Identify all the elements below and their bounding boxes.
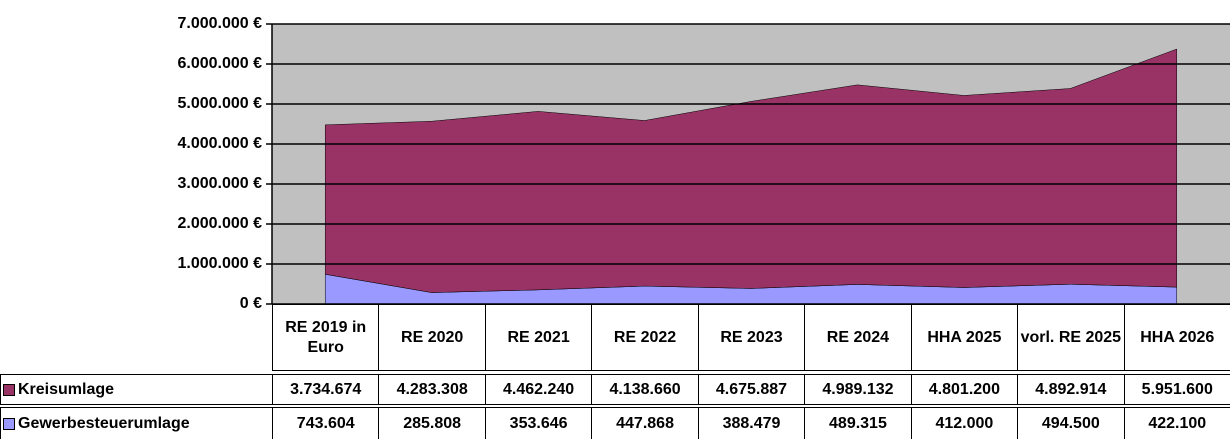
y-tick-label: 5.000.000 € bbox=[177, 95, 262, 112]
y-tick-label: 2.000.000 € bbox=[177, 215, 262, 232]
legend-label: Gewerbesteuerumlage bbox=[18, 415, 190, 432]
value-cell: 388.479 bbox=[697, 407, 806, 439]
y-tick-label: 7.000.000 € bbox=[177, 15, 262, 32]
y-tick-label: 4.000.000 € bbox=[177, 135, 262, 152]
category-cell: vorl. RE 2025 bbox=[1017, 304, 1125, 371]
value-cell: 422.100 bbox=[1123, 407, 1230, 439]
category-cell: RE 2024 bbox=[804, 304, 912, 371]
legend-cell: Kreisumlage bbox=[0, 374, 273, 405]
category-cell: RE 2023 bbox=[697, 304, 806, 371]
legend-swatch bbox=[3, 383, 15, 396]
value-cell: 4.989.132 bbox=[804, 374, 912, 405]
legend-label: Kreisumlage bbox=[18, 380, 115, 398]
value-cell: 285.808 bbox=[378, 407, 486, 439]
value-cell: 489.315 bbox=[804, 407, 912, 439]
value-cell: 4.138.660 bbox=[591, 374, 699, 405]
area bbox=[324, 48, 1178, 293]
category-cell: RE 2019 in Euro bbox=[272, 304, 380, 371]
category-cell: RE 2022 bbox=[591, 304, 699, 371]
category-cell: RE 2020 bbox=[378, 304, 486, 371]
value-cell: 4.462.240 bbox=[484, 374, 593, 405]
value-cell: 5.951.600 bbox=[1123, 374, 1230, 405]
category-cell: HHA 2026 bbox=[1123, 304, 1230, 371]
value-cell: 4.675.887 bbox=[697, 374, 806, 405]
value-cell: 4.801.200 bbox=[910, 374, 1019, 405]
legend-swatch bbox=[3, 418, 15, 430]
y-tick-label: 6.000.000 € bbox=[177, 55, 262, 72]
value-cell: 3.734.674 bbox=[272, 374, 380, 405]
value-cell: 743.604 bbox=[272, 407, 380, 439]
y-tick-label: 3.000.000 € bbox=[177, 175, 262, 192]
category-cell: RE 2021 bbox=[484, 304, 593, 371]
value-cell: 447.868 bbox=[591, 407, 699, 439]
value-cell: 412.000 bbox=[910, 407, 1019, 439]
value-cell: 4.892.914 bbox=[1017, 374, 1125, 405]
value-cell: 353.646 bbox=[484, 407, 593, 439]
y-tick-label: 1.000.000 € bbox=[177, 255, 262, 272]
category-cell: HHA 2025 bbox=[910, 304, 1019, 371]
legend-cell: Gewerbesteuerumlage bbox=[0, 407, 273, 439]
value-cell: 4.283.308 bbox=[378, 374, 486, 405]
y-tick-label: 0 € bbox=[240, 295, 262, 312]
value-cell: 494.500 bbox=[1017, 407, 1125, 439]
